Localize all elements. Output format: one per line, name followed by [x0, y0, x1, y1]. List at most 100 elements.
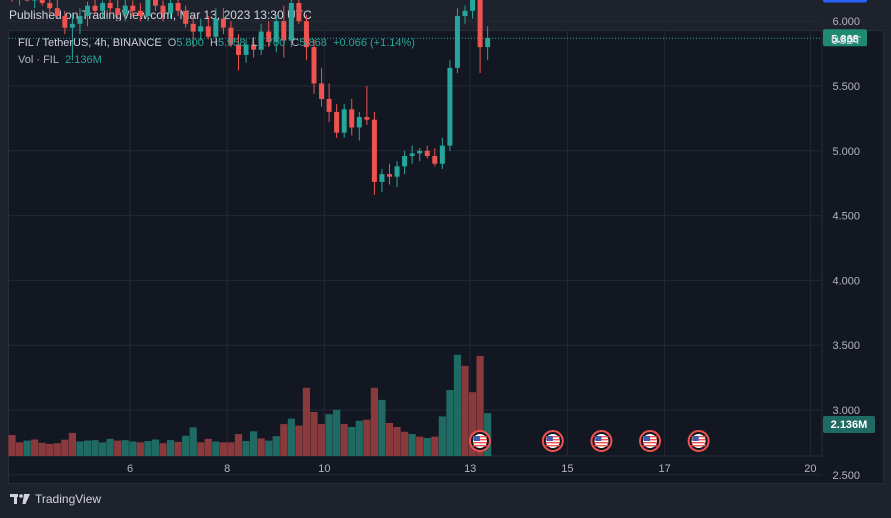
candle-body — [303, 21, 309, 48]
candle-body — [236, 44, 241, 55]
volume-bar — [83, 440, 92, 456]
volume-bar — [106, 438, 114, 456]
legend: FIL / TetherUS, 4h, BINANCE O5.800 H5.95… — [18, 35, 415, 69]
y-tick-label: 5.000 — [832, 146, 860, 158]
volume-bar — [438, 416, 446, 456]
us-flag-event-icon[interactable] — [639, 430, 662, 452]
volume-bar — [378, 399, 386, 456]
candle-body — [485, 38, 491, 48]
tradingview-logo[interactable]: TradingView — [10, 492, 101, 506]
candle-body — [213, 18, 219, 37]
candle-body — [454, 16, 460, 68]
horizontal-level-price-tag-bg — [823, 0, 867, 3]
volume-bar — [204, 438, 212, 456]
volume-bar — [333, 409, 341, 456]
tradingview-brand: TradingView — [35, 492, 102, 506]
volume-value: 2.136M — [65, 54, 102, 66]
us-flag-event-icon[interactable] — [541, 430, 564, 452]
us-flag-event-icon[interactable] — [468, 430, 491, 452]
candle-body — [92, 5, 98, 11]
volume-bar — [219, 442, 227, 456]
candle-body — [341, 109, 347, 133]
y-tick-label: 5.500 — [832, 81, 860, 93]
volume-bar — [325, 414, 333, 456]
volume-bar — [234, 434, 243, 456]
candle-body — [47, 3, 53, 9]
candle-body — [130, 5, 136, 11]
volume-bar — [370, 387, 378, 456]
volume-bar — [416, 436, 424, 456]
candle-body — [243, 44, 249, 55]
candle-body — [107, 3, 113, 9]
candle-body — [251, 44, 257, 50]
volume-bar — [348, 426, 356, 456]
candle-body — [160, 5, 166, 14]
volume-bar — [340, 424, 348, 456]
high-label: H — [210, 37, 218, 49]
candle-body — [477, 0, 483, 48]
last-price-tag: 5.868 — [831, 33, 859, 45]
candle-body — [424, 150, 430, 156]
volume-bar — [302, 387, 311, 456]
volume-bar — [227, 442, 235, 456]
volume-bar — [46, 443, 54, 456]
volume-bar — [431, 436, 439, 456]
candle-body — [190, 23, 196, 32]
volume-bar — [23, 440, 31, 456]
volume-bar — [476, 355, 484, 456]
volume-bar — [250, 431, 258, 456]
volume-bar — [61, 439, 69, 456]
last-price-tag-bg — [823, 29, 867, 47]
candle-body — [152, 0, 158, 6]
candle-body — [417, 150, 423, 154]
candle-body — [379, 174, 385, 182]
candle-body — [296, 3, 302, 22]
volume-bar — [401, 431, 409, 456]
volume-label[interactable]: Vol · FIL — [18, 54, 59, 66]
tradingview-logo-icon — [10, 494, 30, 504]
candle-body — [281, 21, 287, 41]
volume-bar — [242, 441, 250, 456]
y-tick-label: 4.500 — [832, 211, 860, 223]
volume-bar — [8, 435, 16, 456]
candle-body — [311, 47, 317, 84]
candle-body — [258, 31, 264, 50]
volume-bar — [287, 418, 295, 456]
us-flag-event-icon[interactable] — [590, 430, 613, 452]
volume-bar — [15, 442, 24, 456]
x-tick-label: 20 — [804, 463, 816, 475]
candle-body — [439, 145, 445, 164]
volume-bar — [257, 438, 265, 456]
volume-bar — [166, 440, 175, 456]
symbol-label[interactable]: FIL / TetherUS, 4h, BINANCE — [18, 37, 162, 49]
horizontal-level-price-tag: 6.206 — [831, 0, 859, 2]
candle-body — [85, 5, 90, 17]
candle-body — [349, 109, 355, 128]
volume-bar — [76, 441, 84, 456]
x-tick-label: 15 — [561, 463, 573, 475]
volume-bar — [174, 441, 182, 456]
x-tick-label: 6 — [127, 463, 133, 475]
candle-body — [319, 83, 325, 99]
us-flag-event-icon[interactable] — [687, 430, 710, 452]
footer-bar: TradingView — [0, 486, 891, 518]
candle-body — [462, 10, 468, 17]
volume-bar — [265, 440, 273, 456]
volume-bar — [99, 442, 107, 456]
volume-tag: 2.136M — [831, 419, 868, 431]
candle-body — [62, 16, 68, 28]
volume-bar — [468, 392, 477, 456]
volume-bar — [121, 440, 129, 456]
volume-bar — [408, 434, 416, 456]
candle-body — [228, 27, 234, 45]
candle-body — [100, 3, 106, 11]
volume-bar — [310, 412, 318, 456]
plot-area — [9, 31, 822, 456]
candle-body — [402, 155, 408, 167]
candle-body — [137, 10, 143, 17]
volume-bar — [151, 439, 160, 456]
candle-body — [145, 0, 151, 17]
candle-body — [288, 3, 294, 41]
volume-bar — [197, 442, 205, 456]
